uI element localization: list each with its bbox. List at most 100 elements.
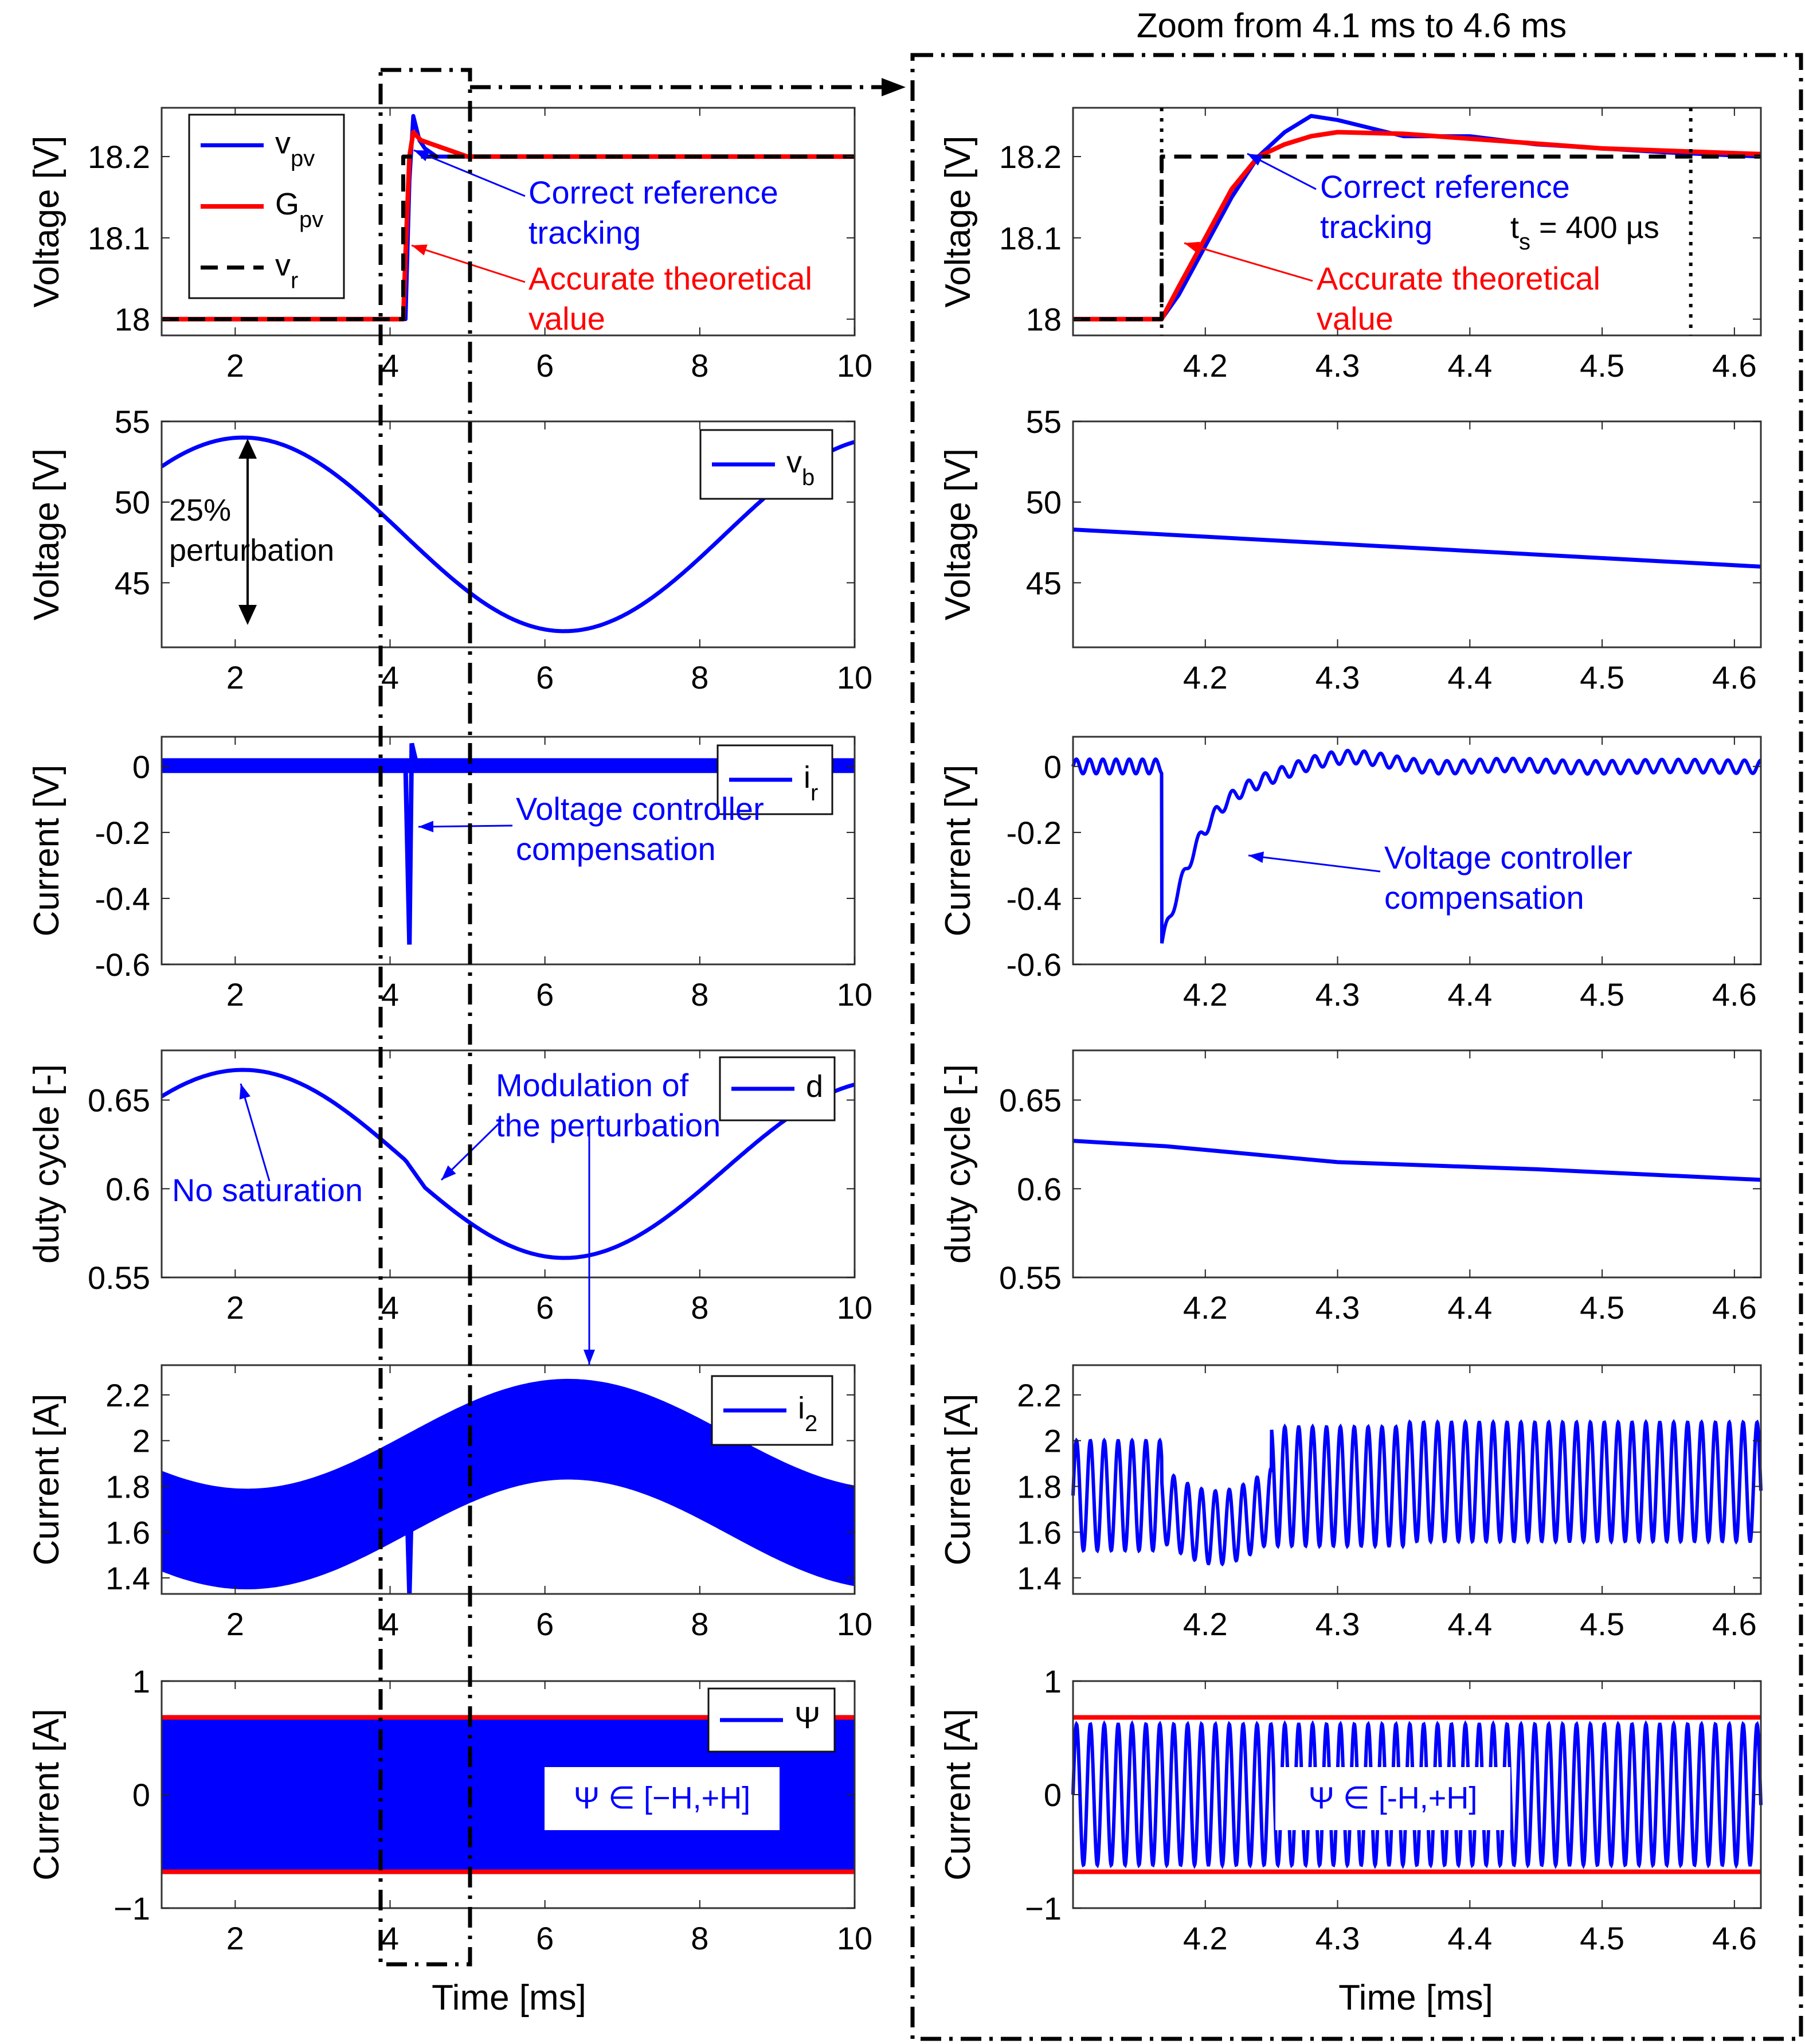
- x-tick-label: 10: [837, 659, 872, 695]
- axes-L5: 2 4 6 8 10 1.4 1.6 1.8 2 2.2 Current [A]: [27, 1365, 872, 1642]
- x-tick-label: 4.3: [1315, 976, 1360, 1013]
- axes-frame-R2: [1072, 420, 1762, 648]
- x-tick-label: 10: [837, 976, 872, 1013]
- annotation-text: tracking: [528, 214, 641, 251]
- y-tick-label: 1.4: [105, 1560, 150, 1596]
- y-tick-label: -0.2: [1007, 815, 1062, 851]
- x-tick-label: 4.5: [1580, 1606, 1624, 1642]
- y-axis-label: Voltage [V]: [938, 448, 978, 620]
- axes-R4: 4.2 4.3 4.4 4.5 4.6 0.55 0.6 0.65 duty cycle [-]: [938, 1050, 1761, 1326]
- x-tick-label: 4.5: [1580, 347, 1624, 384]
- series-group-R1: [1073, 114, 1761, 322]
- y-tick-label: 18: [1026, 302, 1062, 338]
- y-axis-label: Current [V]: [27, 765, 66, 937]
- annotation-arrow: [418, 820, 513, 833]
- series-vb-line: [1072, 527, 1761, 569]
- y-tick-label: 1.6: [1017, 1514, 1062, 1550]
- series-group-R2: [1072, 527, 1761, 569]
- series-ir-line: [1071, 748, 1762, 944]
- y-axis-label: Current [A]: [938, 1394, 978, 1566]
- x-tick-label: 4.2: [1183, 976, 1228, 1013]
- series-group-R4: [1072, 1139, 1761, 1182]
- series-i2-line: [162, 1378, 855, 1589]
- x-tick-label: 4.3: [1315, 1289, 1360, 1326]
- x-tick-label: 10: [837, 1920, 872, 1956]
- series-Gpv-line: [1073, 130, 1761, 322]
- legend-label: Gpv: [275, 187, 323, 232]
- x-tick-label: 2: [226, 976, 244, 1013]
- legend-label: vpv: [275, 126, 315, 171]
- series-group-R6: [1071, 1715, 1763, 1874]
- y-tick-label: 18.2: [999, 139, 1062, 175]
- x-tick-label: 6: [536, 1289, 554, 1326]
- zoom-title: Zoom from 4.1 ms to 4.6 ms: [1137, 6, 1567, 45]
- y-tick-label: -0.6: [95, 947, 151, 983]
- annotation-text: Correct reference: [1320, 169, 1570, 205]
- x-tick-label: 8: [691, 659, 708, 695]
- series-group-R3: [1071, 748, 1762, 944]
- y-tick-label: -0.4: [1007, 881, 1062, 917]
- legend-L4: d: [719, 1056, 836, 1121]
- axes-R2: 4.2 4.3 4.4 4.5 4.6 45 50 55 Voltage [V]: [938, 404, 1761, 695]
- y-tick-label: 0.55: [999, 1260, 1062, 1296]
- zoom-arrow-head: [882, 78, 906, 96]
- x-tick-label: 8: [691, 1920, 708, 1956]
- y-axis-label: Current [A]: [938, 1709, 978, 1881]
- y-tick-label: 50: [115, 484, 150, 521]
- x-tick-label: 8: [691, 1606, 708, 1642]
- axes-L3: 2 4 6 8 10 -0.6 -0.4 -0.2 0 Current [V]: [27, 737, 872, 1013]
- x-tick-label: 4.4: [1447, 1606, 1492, 1642]
- y-tick-label: 18: [115, 302, 150, 338]
- legend-L2: vb: [699, 429, 833, 500]
- y-tick-label: 1.8: [1017, 1468, 1062, 1504]
- x-tick-label: 8: [691, 1289, 708, 1326]
- perturbation-arrow-down: [238, 605, 257, 625]
- y-tick-label: 0.6: [1017, 1171, 1062, 1207]
- y-tick-label: 18.2: [88, 139, 150, 175]
- x-tick-label: 4.3: [1315, 1920, 1360, 1956]
- y-tick-label: -0.4: [95, 881, 151, 917]
- axes-R6: 4.2 4.3 4.4 4.5 4.6 −1 0 1 Current [A]: [938, 1663, 1761, 1956]
- y-tick-label: 1.8: [105, 1468, 150, 1504]
- y-tick-label: 45: [115, 565, 150, 601]
- annotation-text: Modulation of: [496, 1067, 689, 1103]
- annotation-text: value: [1317, 300, 1393, 337]
- axes-R3: 4.2 4.3 4.4 4.5 4.6 -0.6 -0.4 -0.2 0 Current [V]: [938, 737, 1761, 1013]
- y-tick-label: 2: [1044, 1423, 1062, 1459]
- series-vr-line: [162, 154, 855, 322]
- annotation-text: compensation: [1384, 880, 1584, 916]
- x-tick-label: 4.3: [1315, 1606, 1360, 1642]
- x-tick-label: 4.4: [1447, 659, 1492, 695]
- y-tick-label: 0.65: [999, 1082, 1062, 1119]
- legend-label: d: [806, 1069, 823, 1104]
- constraint-label: Ψ ∈ [−H,+H]: [574, 1781, 750, 1815]
- y-axis-label: Current [V]: [938, 765, 978, 937]
- annotation-text: value: [528, 300, 605, 337]
- y-tick-label: -0.6: [1007, 947, 1062, 983]
- x-tick-label: 4.6: [1712, 659, 1757, 695]
- annotation-text: tracking: [1320, 209, 1432, 245]
- x-tick-label: 4: [381, 659, 399, 695]
- modulation-arrow: [584, 1128, 595, 1365]
- x-tick-label: 4.2: [1183, 1289, 1228, 1326]
- zoom-window-frame: [378, 68, 472, 1967]
- legend-label: Ψ: [794, 1701, 820, 1735]
- series-ir-line-transient: [403, 742, 420, 945]
- x-tick-label: 4.2: [1183, 1920, 1228, 1956]
- zoom-panel-frame: [910, 53, 1803, 2041]
- axes-frame-L5: [160, 1364, 856, 1595]
- legend-L5: i2: [711, 1375, 833, 1446]
- y-tick-label: 0.6: [105, 1171, 150, 1207]
- y-tick-label: 18.1: [88, 220, 150, 256]
- perturbation-arrow-up: [238, 439, 257, 459]
- annotation-arrow: [1248, 851, 1381, 873]
- x-tick-label: 2: [226, 1606, 244, 1642]
- axes-L1: 2 4 6 8 10 18 18.1 18.2 Voltage [V]: [27, 108, 872, 384]
- y-tick-label: 18.1: [999, 220, 1062, 256]
- annotation-text: No saturation: [172, 1172, 363, 1208]
- x-tick-label: 2: [226, 1920, 244, 1956]
- series-i2-line: [1071, 1418, 1763, 1567]
- annotation-text: 25%: [169, 493, 231, 527]
- annotation-text: Voltage controller: [516, 791, 764, 827]
